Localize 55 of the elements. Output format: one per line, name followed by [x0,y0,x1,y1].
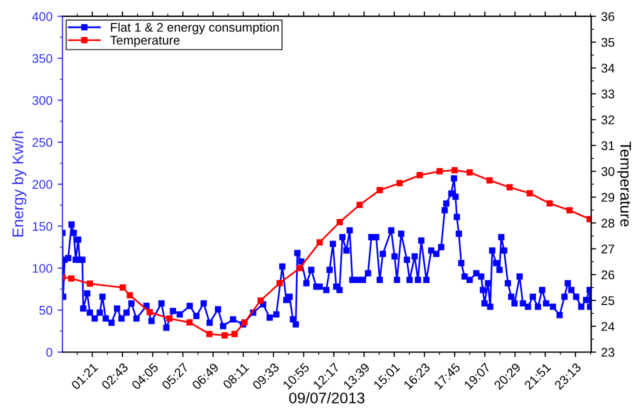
y-axis-title: Energy by Kw/h [12,132,26,236]
point [316,239,323,246]
y-tick-label: 200 [32,180,52,189]
legend-label: Flat 1 & 2 energy consumption [110,22,279,34]
y2-tick-label: 25 [602,296,614,306]
y-tick-label: 350 [32,54,52,63]
y2-tick-label: 35 [601,38,614,47]
point [396,180,403,186]
point [222,332,228,338]
point [336,219,343,226]
y-tick-label: 0 [46,348,52,357]
point [376,187,383,194]
point [296,265,303,272]
point [416,172,423,178]
y-tick-label: 150 [32,222,52,231]
y-tick-label: 300 [32,96,52,105]
point [276,280,283,286]
point [86,280,93,287]
point [186,319,193,326]
point [258,297,264,304]
point [452,167,458,174]
y-tick-label: 50 [39,306,52,315]
y-tick-label: 250 [32,138,52,147]
point [146,308,153,316]
y2-tick-label: 27 [602,244,614,254]
point [546,200,553,206]
legend-label: Temperature [110,36,180,48]
point [436,168,443,174]
y2-tick-label: 28 [602,218,614,228]
point [526,190,533,196]
y2-tick-label: 33 [601,90,614,98]
x-axis-title: 09/07/2013 [289,392,364,404]
y2-tick-label: 26 [602,270,614,280]
y2-axis-title: Temperature [617,142,631,226]
y2-tick-label: 34 [601,64,614,73]
y2-tick-label: 24 [602,322,614,331]
y-tick-label: 400 [32,12,52,21]
y2-tick-label: 32 [601,115,614,124]
y2-tick-label: 31 [601,141,614,150]
point [506,184,513,190]
y2-tick-label: 23 [602,348,614,357]
point [68,275,74,282]
y2-tick-label: 36 [601,12,614,21]
point [206,330,213,338]
point [466,169,473,176]
y2-tick-label: 29 [602,192,614,202]
point [126,292,133,298]
point [166,315,173,322]
point [566,207,573,214]
y-tick-label: 100 [32,264,52,273]
point [231,330,238,338]
point [486,177,493,184]
point [356,202,363,208]
y2-tick-label: 30 [601,167,614,176]
point [120,284,126,291]
